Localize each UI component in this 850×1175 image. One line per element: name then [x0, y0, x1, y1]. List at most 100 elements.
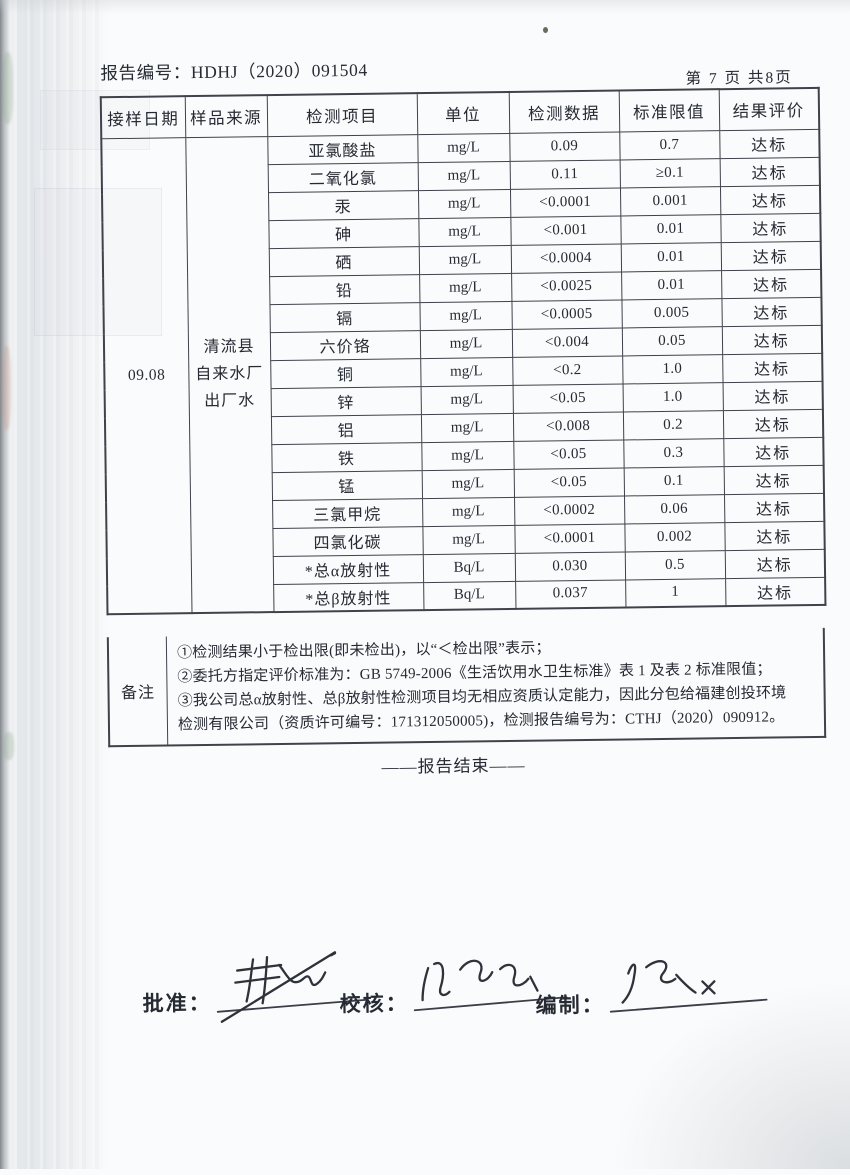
cell-result: 达标 — [719, 184, 821, 215]
cell-measured-value: <0.0025 — [511, 271, 622, 301]
results-tbody: 09.08 清流县 自来水厂 出厂水 亚氯酸盐 mg/L 0.09 0.7 达标 二氧化… — [101, 128, 826, 615]
approve-label: 批准： — [142, 990, 212, 1016]
prepare-label: 编制： — [535, 992, 605, 1018]
cell-result: 达标 — [721, 324, 823, 355]
cell-standard-limit: 0.001 — [619, 186, 721, 216]
header-result-evaluation: 结果评价 — [718, 87, 820, 131]
cell-measured-value: 0.09 — [509, 131, 620, 161]
cell-unit: mg/L — [420, 356, 513, 387]
header-sample-source: 样品来源 — [184, 95, 268, 138]
cell-test-item: 六价铬 — [269, 330, 421, 361]
cell-measured-value: <0.0001 — [509, 187, 621, 217]
cell-unit: Bq/L — [423, 580, 516, 611]
cell-unit: mg/L — [418, 216, 511, 247]
cell-standard-limit: 0.2 — [622, 410, 724, 440]
cell-measured-value: 0.11 — [509, 159, 620, 189]
cell-test-item: 四氯化碳 — [272, 526, 423, 557]
preparer-signature — [609, 960, 768, 1013]
cell-sample-date: 09.08 — [101, 137, 192, 615]
cell-measured-value: <0.0002 — [514, 495, 625, 525]
cell-standard-limit: 0.01 — [620, 214, 721, 244]
cell-standard-limit: 0.5 — [624, 550, 726, 580]
cell-result: 达标 — [722, 352, 823, 383]
cell-result: 达标 — [720, 212, 821, 243]
cell-unit: mg/L — [421, 440, 514, 471]
cell-measured-value: <0.0001 — [514, 523, 625, 553]
remarks-label: 备注 — [108, 636, 169, 746]
header-measured-data: 检测数据 — [508, 90, 620, 133]
cell-result: 达标 — [723, 436, 824, 467]
cell-unit: mg/L — [418, 244, 512, 275]
cell-standard-limit: ≥0.1 — [619, 158, 720, 188]
cell-standard-limit: 0.01 — [620, 242, 722, 272]
test-results-table: 接样日期 样品来源 检测项目 单位 检测数据 标准限值 结果评价 09.08 清流… — [99, 86, 827, 616]
cell-result: 达标 — [721, 268, 822, 299]
cell-unit: mg/L — [417, 132, 510, 163]
cell-result: 达标 — [722, 408, 824, 439]
cell-measured-value: <0.05 — [512, 383, 623, 413]
cell-measured-value: 0.030 — [514, 551, 626, 581]
approver-signature — [216, 951, 367, 1023]
header-unit: 单位 — [416, 91, 510, 135]
report-end-text: ——报告结束—— — [381, 755, 526, 777]
check-label: 校核： — [339, 991, 409, 1017]
cell-result: 达标 — [723, 492, 825, 523]
cell-standard-limit: 1 — [625, 578, 726, 608]
cell-test-item: 二氧化氯 — [267, 162, 418, 193]
cell-measured-value: <0.05 — [513, 467, 625, 497]
cell-test-item: *总β放射性 — [273, 582, 424, 613]
cell-unit: mg/L — [417, 188, 511, 219]
cell-test-item: *总α放射性 — [272, 554, 424, 585]
cell-unit: Bq/L — [422, 552, 516, 583]
cell-test-item: 汞 — [268, 190, 419, 221]
cell-unit: mg/L — [420, 384, 513, 415]
header-test-item: 检测项目 — [266, 93, 418, 137]
checker-signature — [413, 959, 568, 1012]
remarks-content: ①检测结果小于检出限(即未检出)，以“＜检出限”表示； ②委托方指定评价标准为：… — [167, 628, 824, 745]
cell-sample-source: 清流县 自来水厂 出厂水 — [185, 136, 274, 614]
cell-test-item: 亚氯酸盐 — [267, 134, 418, 165]
cell-standard-limit: 1.0 — [622, 354, 723, 384]
cell-unit: mg/L — [419, 300, 512, 331]
cell-standard-limit: 0.1 — [623, 466, 724, 496]
cell-unit: mg/L — [420, 412, 514, 443]
cell-test-item: 砷 — [268, 218, 419, 249]
cell-measured-value: <0.0004 — [510, 243, 622, 273]
cell-result: 达标 — [721, 296, 822, 327]
cell-unit: mg/L — [421, 468, 515, 499]
cell-measured-value: <0.05 — [513, 439, 624, 469]
cell-unit: mg/L — [422, 524, 515, 555]
cell-unit: mg/L — [422, 496, 515, 527]
cell-test-item: 三氯甲烷 — [272, 498, 423, 529]
header-sample-date: 接样日期 — [100, 96, 186, 139]
cell-test-item: 镉 — [269, 302, 420, 333]
cell-test-item: 铜 — [270, 358, 421, 389]
cell-standard-limit: 0.3 — [623, 438, 724, 468]
cell-result: 达标 — [719, 156, 820, 187]
header-standard-limit: 标准限值 — [618, 89, 720, 132]
cell-measured-value: 0.037 — [515, 579, 626, 609]
cell-test-item: 硒 — [268, 246, 420, 277]
cell-result: 达标 — [725, 576, 826, 607]
approval-signature-block: 批准： — [142, 946, 384, 1029]
cell-test-item: 铁 — [271, 442, 422, 473]
cell-standard-limit: 0.7 — [619, 130, 720, 160]
cell-measured-value: <0.0005 — [511, 299, 622, 329]
cell-result: 达标 — [724, 520, 825, 551]
cell-result: 达标 — [723, 464, 824, 495]
cell-measured-value: <0.2 — [512, 355, 623, 385]
cell-standard-limit: 0.002 — [624, 522, 725, 552]
cell-test-item: 铝 — [270, 414, 422, 445]
cell-standard-limit: 0.005 — [621, 298, 722, 328]
cell-result: 达标 — [722, 380, 823, 411]
cell-unit: mg/L — [419, 272, 512, 303]
cell-unit: mg/L — [419, 328, 513, 359]
cell-standard-limit: 1.0 — [622, 382, 723, 412]
cell-standard-limit: 0.06 — [624, 494, 725, 524]
cell-test-item: 铅 — [269, 274, 420, 305]
cell-result: 达标 — [719, 128, 820, 159]
cell-measured-value: <0.001 — [510, 215, 621, 245]
report-number: 报告编号：HDHJ（2020）091504 — [100, 59, 368, 84]
cell-measured-value: <0.004 — [511, 327, 623, 357]
